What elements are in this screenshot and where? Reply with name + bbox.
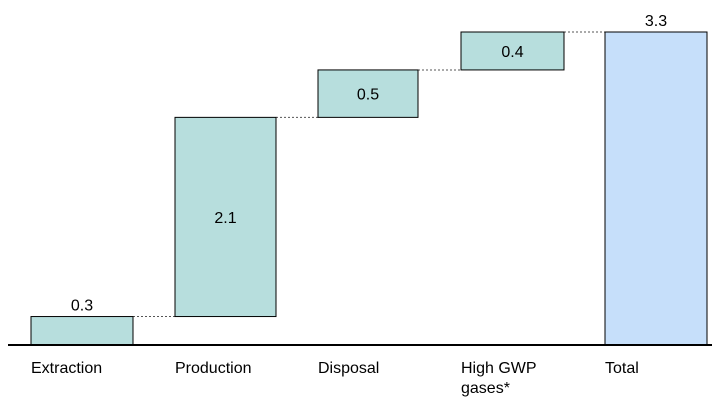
connector-lines <box>133 31 605 318</box>
bar-3 <box>460 31 565 71</box>
category-label-2: Disposal <box>318 360 379 377</box>
category-label-3: High GWP gases* <box>461 360 537 397</box>
bar-4 <box>604 31 708 346</box>
value-label-3: 0.4 <box>501 44 523 61</box>
bar-2 <box>317 69 419 118</box>
bar-0 <box>30 316 134 346</box>
category-label-1: Production <box>175 360 252 377</box>
category-label-4: Total <box>605 360 639 377</box>
bar-1 <box>174 116 277 318</box>
bars <box>30 31 708 346</box>
category-labels: Extraction Production Disposal High GWP gase… <box>31 360 639 397</box>
value-label-2: 0.5 <box>357 87 379 104</box>
value-label-4: 3.3 <box>645 13 667 30</box>
value-labels: 0.3 2.1 0.5 0.4 3.3 <box>71 13 667 315</box>
category-label-0: Extraction <box>31 360 102 377</box>
value-label-1: 2.1 <box>214 210 236 227</box>
value-label-0: 0.3 <box>71 298 93 315</box>
